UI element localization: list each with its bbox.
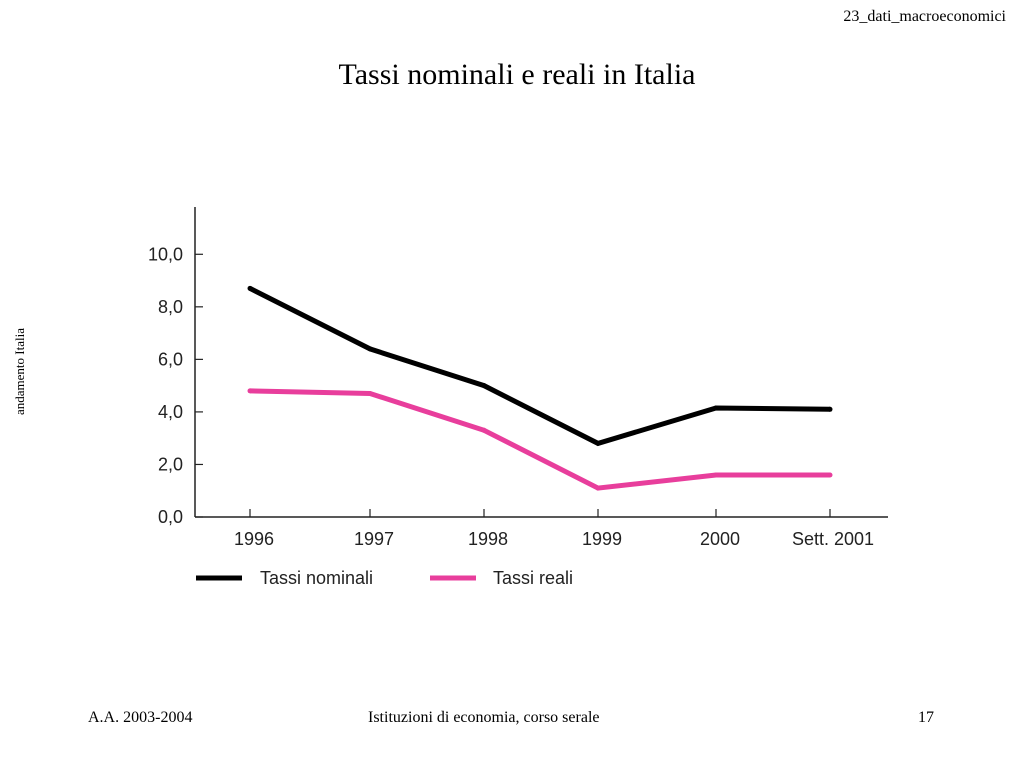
data-point (595, 440, 601, 446)
x-tick-label: 1996 (234, 529, 274, 549)
data-point (481, 427, 487, 433)
data-point (367, 391, 373, 396)
page-number: 17 (918, 709, 934, 726)
x-tick-label: 2000 (700, 529, 740, 549)
data-point (247, 285, 253, 291)
data-point (367, 346, 373, 352)
x-tick-label: 1997 (354, 529, 394, 549)
legend-label: Tassi nominali (260, 568, 373, 588)
y-tick-label: 0,0 (158, 507, 183, 527)
data-point (247, 388, 253, 394)
y-tick-label: 4,0 (158, 402, 183, 422)
y-tick-label: 2,0 (158, 454, 183, 474)
y-tick-label: 6,0 (158, 349, 183, 369)
x-tick-label: Sett. 2001 (792, 529, 874, 549)
data-point (713, 405, 719, 411)
data-point (481, 383, 487, 389)
data-point (595, 485, 601, 491)
x-tick-label: 1999 (582, 529, 622, 549)
slide-header-tag: 23_dati_macroeconomici (843, 8, 1006, 25)
slide-title: Tassi nominali e reali in Italia (338, 58, 696, 91)
data-point (827, 472, 833, 478)
data-point (827, 406, 833, 412)
series-line-reali (249, 388, 830, 491)
legend-label: Tassi reali (493, 568, 573, 588)
data-point (713, 472, 719, 478)
x-tick-label: 1998 (468, 529, 508, 549)
footer-course-year: A.A. 2003-2004 (88, 709, 193, 726)
footer-course-name: Istituzioni di economia, corso serale (368, 709, 600, 726)
y-tick-label: 10,0 (148, 244, 183, 264)
series-line-nominali (248, 286, 831, 447)
y-tick-label: 8,0 (158, 297, 183, 317)
